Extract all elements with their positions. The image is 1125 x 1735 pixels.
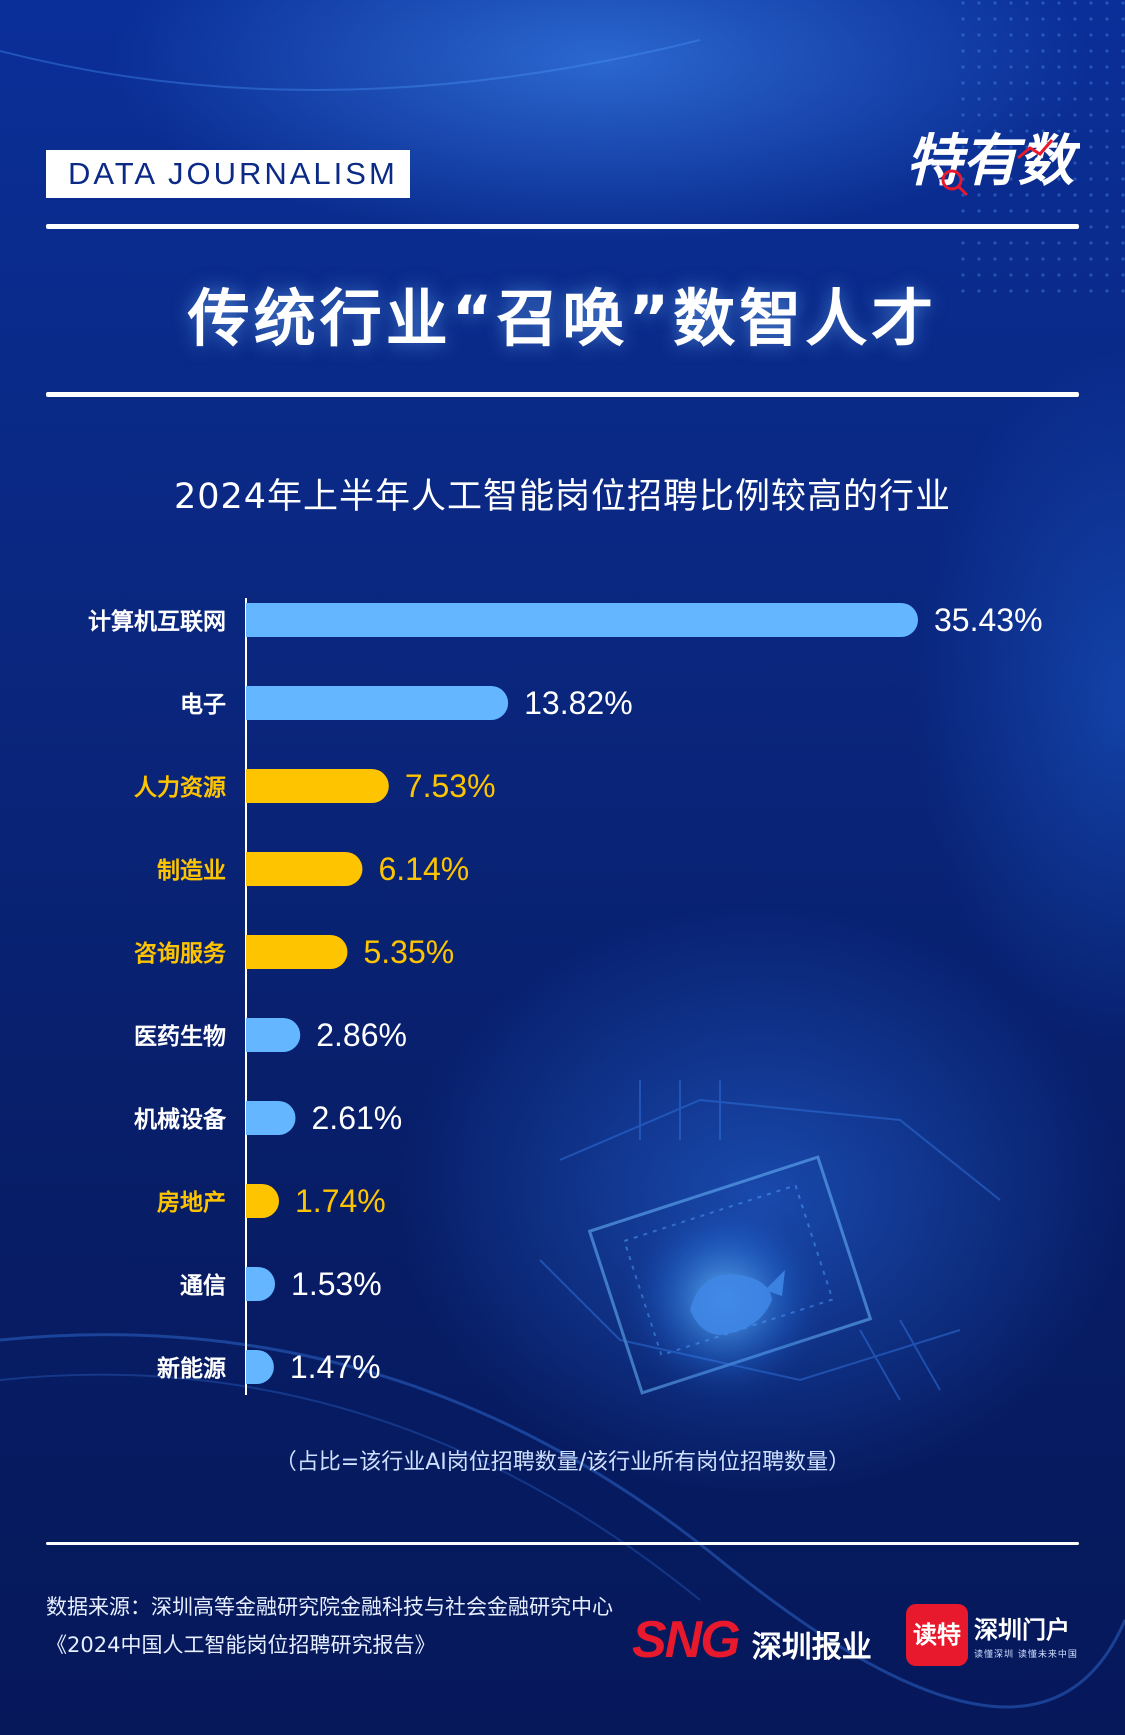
value-label: 6.14%: [378, 851, 469, 887]
chart-title: 2024年上半年人工智能岗位招聘比例较高的行业: [173, 477, 952, 517]
portal-slogan: 读懂深圳 读懂未来中国: [974, 1650, 1078, 1660]
bar-chart: 计算机互联网 35.43% 电子 13.82% 人力资源 7.53% 制造业 6.14% 咨询服…: [88, 598, 1043, 1395]
value-label: 1.53%: [291, 1266, 382, 1302]
category-label: 通信: [180, 1272, 226, 1299]
magnifier-icon: [941, 169, 963, 191]
top-rule: [46, 224, 1079, 229]
shenzhen-portal-logo: 深圳门户 读懂深圳 读懂未来中国: [974, 1610, 1084, 1660]
bar: [246, 935, 348, 969]
category-label: 制造业: [157, 858, 226, 884]
category-label: 计算机互联网: [88, 608, 226, 635]
category-label: 咨询服务: [134, 940, 227, 967]
bar: [246, 852, 363, 886]
headline-rule: [46, 392, 1079, 397]
bar: [246, 686, 509, 720]
bar: [246, 1101, 296, 1135]
value-label: 1.47%: [290, 1349, 381, 1385]
bar: [246, 1018, 301, 1052]
logo-text: 特有数: [906, 129, 1080, 194]
category-label: 房地产: [157, 1189, 226, 1216]
sng-logo: SNG 深圳报业: [632, 1610, 872, 1669]
value-label: 7.53%: [405, 768, 496, 804]
sng-name: 深圳报业: [751, 1630, 872, 1665]
bar: [246, 603, 918, 637]
bar: [246, 1350, 274, 1384]
dute-logo: 读特: [906, 1604, 968, 1666]
category-label: 医药生物: [134, 1023, 226, 1050]
value-label: 13.82%: [524, 685, 633, 721]
value-label: 35.43%: [934, 602, 1043, 638]
category-label: 新能源: [157, 1355, 226, 1382]
value-label: 2.61%: [312, 1100, 403, 1136]
source-line-1: 数据来源：深圳高等金融研究院金融科技与社会金融研究中心: [46, 1595, 613, 1619]
te-you-shu-logo: 特有数: [906, 129, 1080, 197]
value-label: 1.74%: [295, 1183, 386, 1219]
source-line-2: 《2024中国人工智能岗位招聘研究报告》: [46, 1633, 436, 1657]
category-label: 机械设备: [134, 1106, 227, 1133]
headline: 传统行业“召唤”数智人才: [187, 282, 938, 355]
bar: [246, 1267, 276, 1301]
bar: [246, 769, 389, 803]
footer-rule: [46, 1542, 1079, 1545]
category-label: 人力资源: [134, 775, 226, 801]
data-source: 数据来源：深圳高等金融研究院金融科技与社会金融研究中心 《2024中国人工智能岗…: [46, 1588, 613, 1664]
value-label: 2.86%: [316, 1017, 407, 1053]
data-journalism-tag: DATA JOURNALISM: [46, 150, 410, 198]
value-label: 5.35%: [363, 934, 454, 970]
sng-letters: SNG: [632, 1611, 741, 1669]
footnote: （占比=该行业AI岗位招聘数量/该行业所有岗位招聘数量）: [274, 1450, 851, 1475]
bar: [246, 1184, 280, 1218]
portal-name: 深圳门户: [974, 1616, 1070, 1644]
category-label: 电子: [180, 692, 226, 718]
